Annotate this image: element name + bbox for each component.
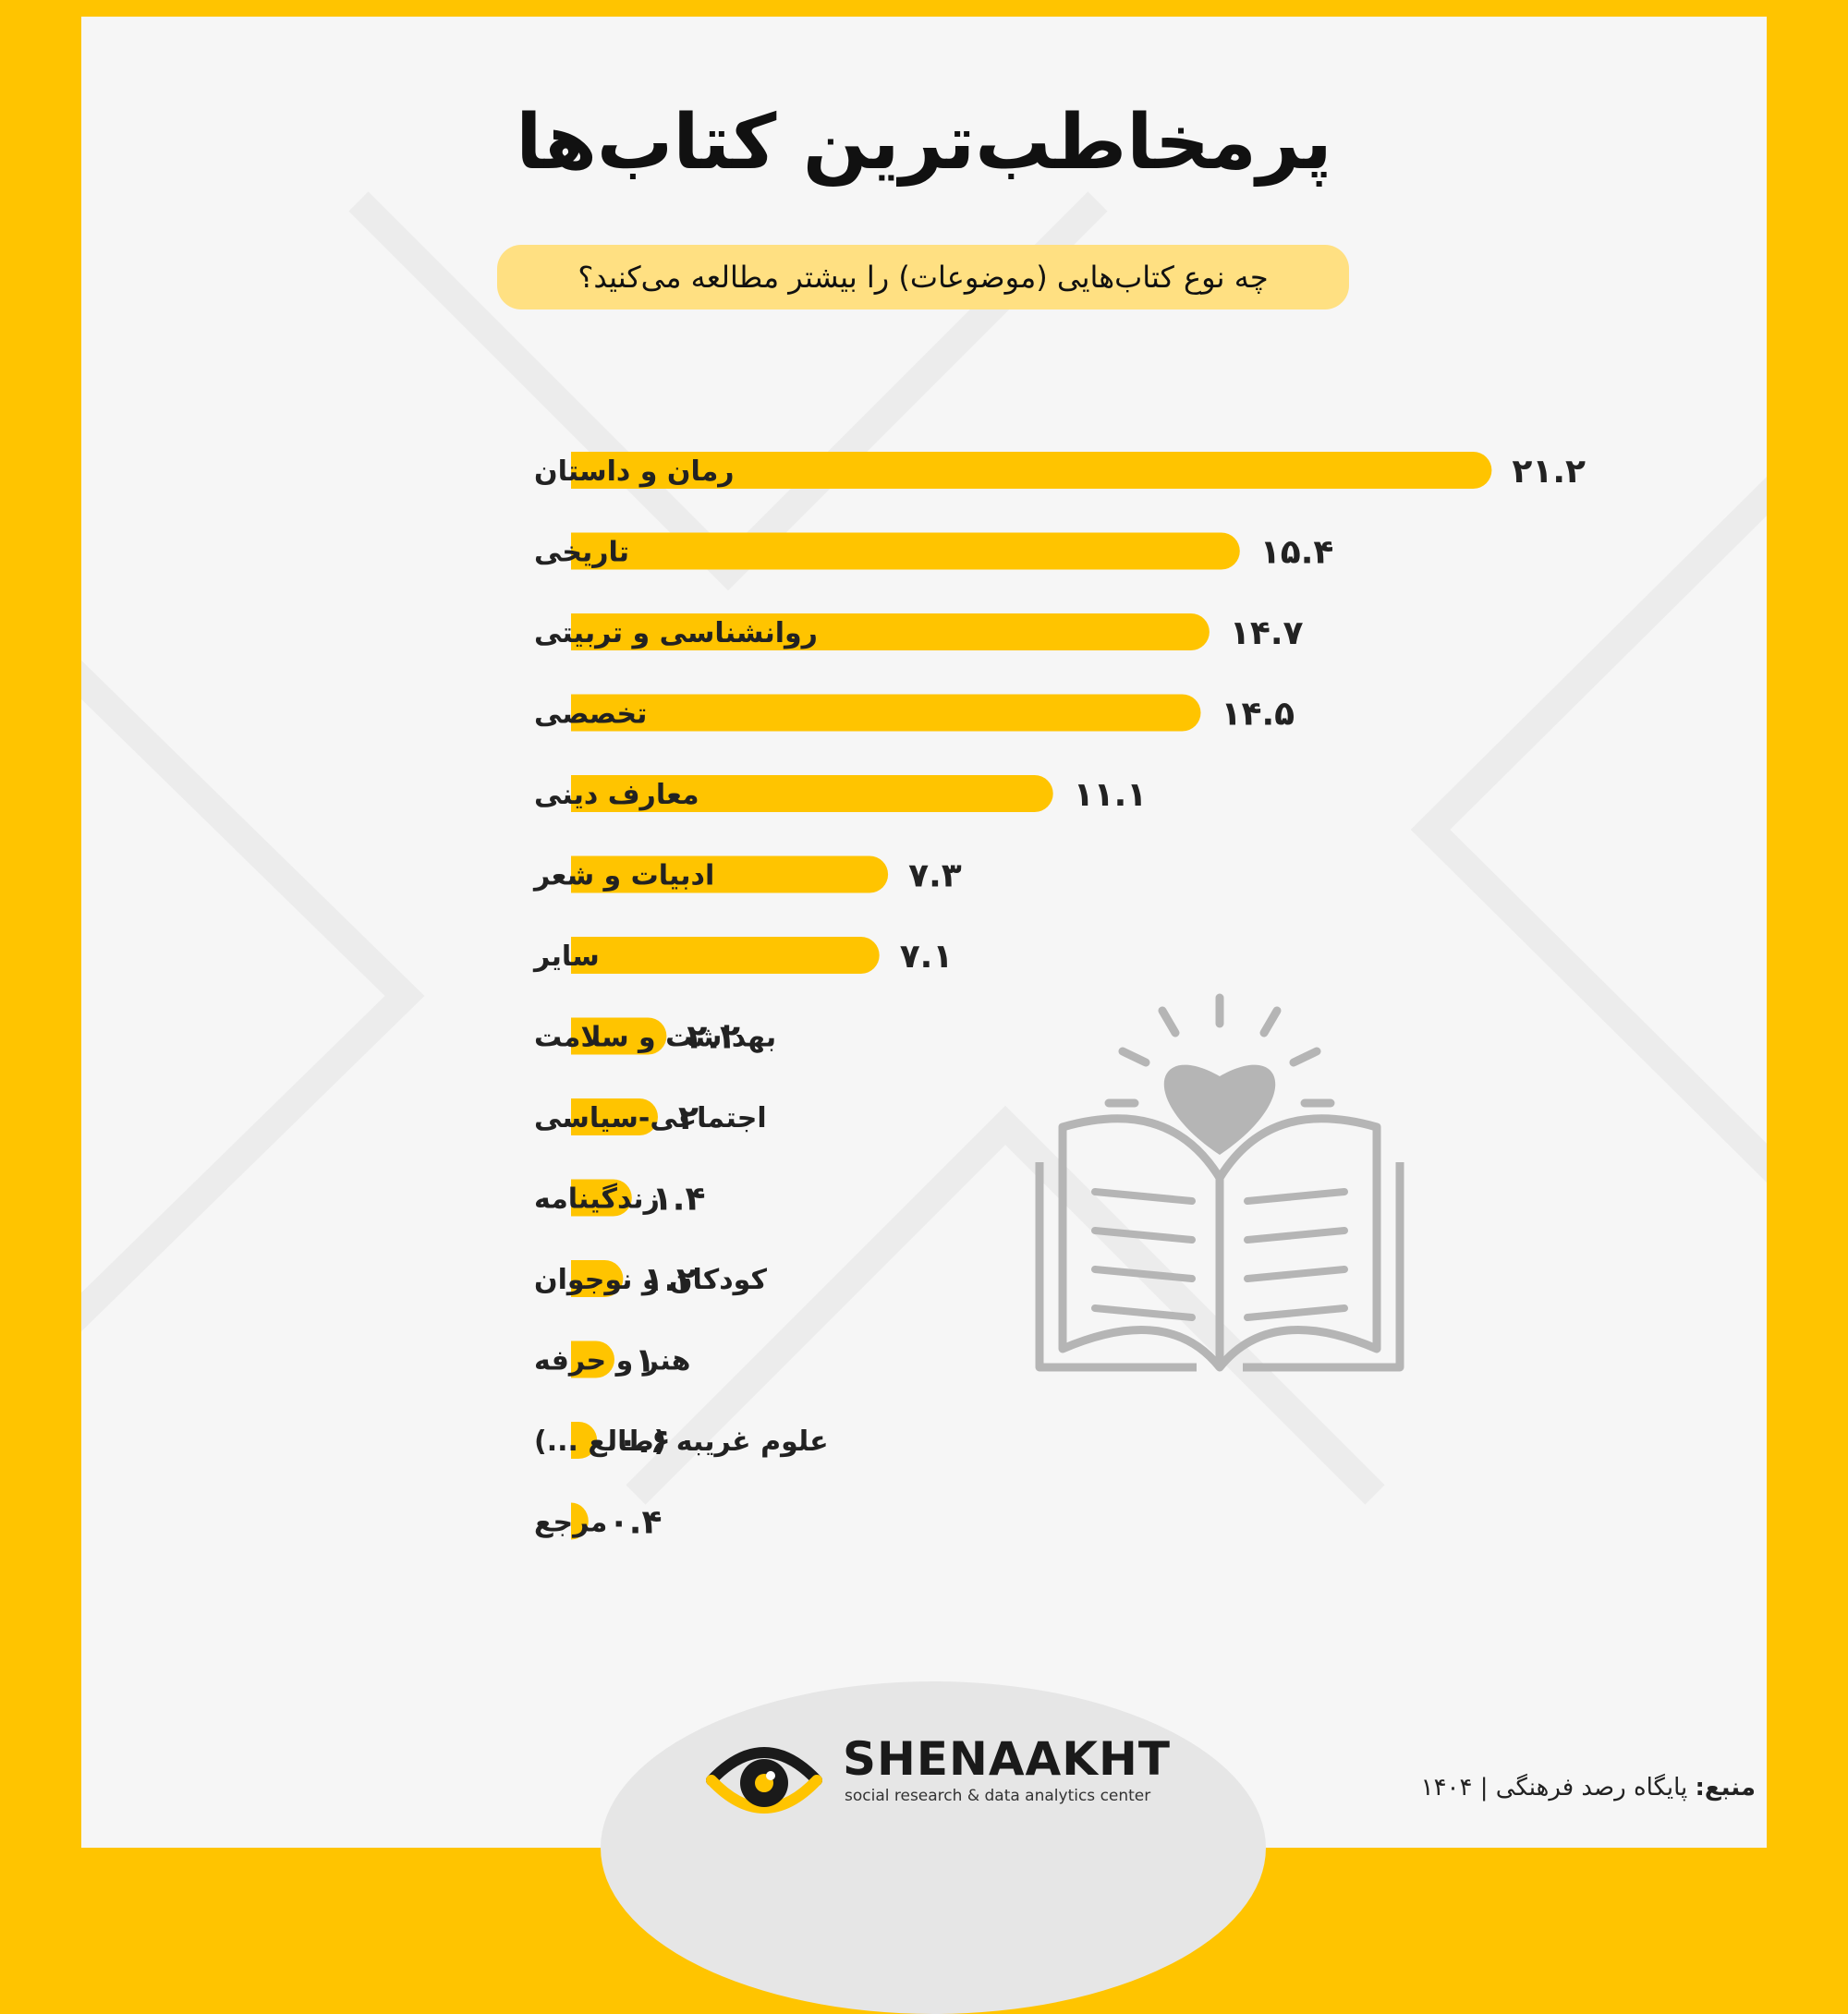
bar [571, 1502, 589, 1540]
category-label: تاریخی [534, 537, 629, 569]
source-note: منبع: پایگاه رصد فرهنگی | ۱۴۰۴ [1421, 1774, 1756, 1802]
category-label: مرجع [534, 1507, 607, 1539]
brand-name: SHENAAKHT [843, 1732, 1171, 1786]
category-label: کودکان و نوجوان [534, 1264, 767, 1296]
category-label: معارف دینی [534, 779, 699, 811]
brand-tagline: social research & data analytics center [845, 1787, 1151, 1805]
value-label: ۷.۱ [900, 938, 954, 976]
source-text: پایگاه رصد فرهنگی | ۱۴۰۴ [1420, 1774, 1688, 1802]
subtitle: چه نوع کتاب‌هایی (موضوعات) را بیشتر مطال… [497, 245, 1349, 309]
category-label: سایر [532, 940, 600, 973]
frame-corner [1767, 17, 1848, 67]
bar [571, 937, 880, 974]
background-pattern [81, 191, 1767, 1505]
frame-corner [0, 17, 81, 67]
bar [571, 775, 1053, 812]
bar [571, 1179, 632, 1217]
category-label: هنر و حرفه [534, 1345, 690, 1377]
category-label: علوم غریبه (طالع ...) [534, 1426, 829, 1458]
category-label: اجتماعی-سیاسی [534, 1102, 767, 1134]
canvas-frame [81, 17, 1767, 1848]
bar [571, 1260, 624, 1297]
bar [571, 1422, 598, 1459]
value-label: ۱۵.۴ [1260, 534, 1334, 572]
bar [571, 613, 1210, 650]
value-label: ۱.۴ [652, 1181, 706, 1219]
category-label: زندگینامه [534, 1183, 660, 1216]
value-label: ۱.۲ [643, 1261, 697, 1299]
book-heart-illustration [1035, 993, 1404, 1372]
page-title: پرمخاطب‌ترین کتاب‌ها [516, 99, 1332, 187]
bar [571, 694, 1201, 732]
value-label: ۰.۴ [609, 1504, 663, 1542]
value-label: ۰.۶ [617, 1423, 671, 1461]
bar [571, 532, 1240, 570]
category-label: تخصصی [534, 698, 647, 731]
bar [571, 855, 889, 893]
value-label: ۱ [635, 1342, 655, 1380]
value-label: ۱۴.۷ [1230, 614, 1304, 652]
value-label: ۲ [678, 1099, 699, 1137]
category-label: رمان و داستان [534, 455, 735, 488]
value-label: ۷.۳ [908, 857, 962, 895]
eye-logo-icon [706, 1747, 822, 1814]
footer-backdrop [601, 1681, 1266, 2014]
bar [571, 1341, 614, 1378]
value-label: ۲۱.۲ [1512, 453, 1586, 491]
bar [571, 452, 1492, 489]
value-label: ۲.۲ [687, 1019, 740, 1057]
source-label: منبع: [1695, 1774, 1756, 1802]
value-label: ۱۱.۱ [1074, 776, 1148, 814]
bar [571, 1017, 667, 1055]
value-label: ۱۴.۵ [1222, 696, 1295, 734]
category-label: ادبیات و شعر [532, 860, 714, 892]
category-label: بهداشت و سلامت [534, 1022, 776, 1054]
category-label: روانشناسی و تربیتی [534, 617, 818, 649]
bar [571, 1098, 658, 1135]
